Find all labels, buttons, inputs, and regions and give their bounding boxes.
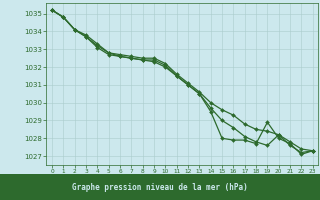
Text: Graphe pression niveau de la mer (hPa): Graphe pression niveau de la mer (hPa) <box>72 182 248 192</box>
